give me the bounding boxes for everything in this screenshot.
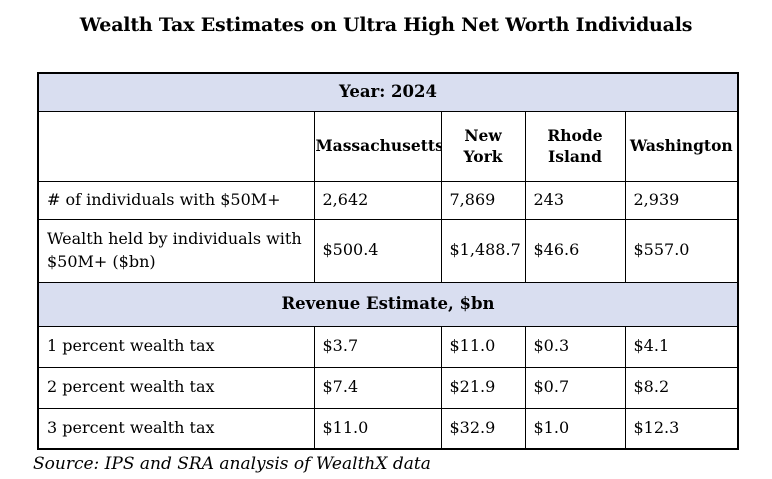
table-row-individuals: # of individuals with $50M+ 2,642 7,869 … bbox=[37, 180, 739, 220]
cell-value: $500.4 bbox=[313, 218, 442, 283]
cell-value: $1.0 bbox=[524, 407, 626, 450]
wealth-tax-table: Year: 2024 Massachusetts New York Rhode … bbox=[37, 72, 739, 450]
cell-value: 2,642 bbox=[313, 180, 442, 220]
column-header-label: New York bbox=[463, 125, 503, 166]
cell-value: $46.6 bbox=[524, 218, 626, 283]
cell-value: $0.7 bbox=[524, 366, 626, 409]
cell-value: $3.7 bbox=[313, 325, 442, 368]
cell-value: 2,939 bbox=[624, 180, 739, 220]
column-header-row: Massachusetts New York Rhode Island Wash… bbox=[37, 110, 739, 182]
cell-value: $557.0 bbox=[624, 218, 739, 283]
cell-value: $4.1 bbox=[624, 325, 739, 368]
cell-value: $12.3 bbox=[624, 407, 739, 450]
section-banner: Revenue Estimate, $bn bbox=[37, 281, 739, 327]
cell-value: $0.3 bbox=[524, 325, 626, 368]
table-row-wealth-held: Wealth held by individuals with $50M+ ($… bbox=[37, 218, 739, 283]
row-label: Wealth held by individuals with $50M+ ($… bbox=[37, 218, 315, 283]
column-header-rhode-island: Rhode Island bbox=[524, 110, 626, 182]
table-row-2-percent: 2 percent wealth tax $7.4 $21.9 $0.7 $8.… bbox=[37, 366, 739, 409]
column-header-label: Massachusetts bbox=[315, 136, 441, 156]
source-note: Source: IPS and SRA analysis of WealthX … bbox=[33, 454, 431, 474]
page-title: Wealth Tax Estimates on Ultra High Net W… bbox=[79, 14, 693, 36]
column-header-label: Washington bbox=[629, 136, 733, 156]
cell-value: 7,869 bbox=[440, 180, 526, 220]
cell-value: $21.9 bbox=[440, 366, 526, 409]
row-label: 3 percent wealth tax bbox=[37, 407, 315, 450]
year-banner-row: Year: 2024 bbox=[37, 72, 739, 112]
table-row-1-percent: 1 percent wealth tax $3.7 $11.0 $0.3 $4.… bbox=[37, 325, 739, 368]
column-header-new-york: New York bbox=[440, 110, 526, 182]
row-label: # of individuals with $50M+ bbox=[37, 180, 315, 220]
cell-value: $7.4 bbox=[313, 366, 442, 409]
row-label: 1 percent wealth tax bbox=[37, 325, 315, 368]
row-label: 2 percent wealth tax bbox=[37, 366, 315, 409]
column-header-washington: Washington bbox=[624, 110, 739, 182]
cell-value: $32.9 bbox=[440, 407, 526, 450]
column-header-empty bbox=[37, 110, 315, 182]
cell-value: $1,488.7 bbox=[440, 218, 526, 283]
table-row-3-percent: 3 percent wealth tax $11.0 $32.9 $1.0 $1… bbox=[37, 407, 739, 450]
cell-value: 243 bbox=[524, 180, 626, 220]
column-header-massachusetts: Massachusetts bbox=[313, 110, 442, 182]
cell-value: $8.2 bbox=[624, 366, 739, 409]
section-banner-row: Revenue Estimate, $bn bbox=[37, 281, 739, 327]
year-banner: Year: 2024 bbox=[37, 72, 739, 112]
cell-value: $11.0 bbox=[313, 407, 442, 450]
column-header-label: Rhode Island bbox=[547, 125, 603, 166]
cell-value: $11.0 bbox=[440, 325, 526, 368]
